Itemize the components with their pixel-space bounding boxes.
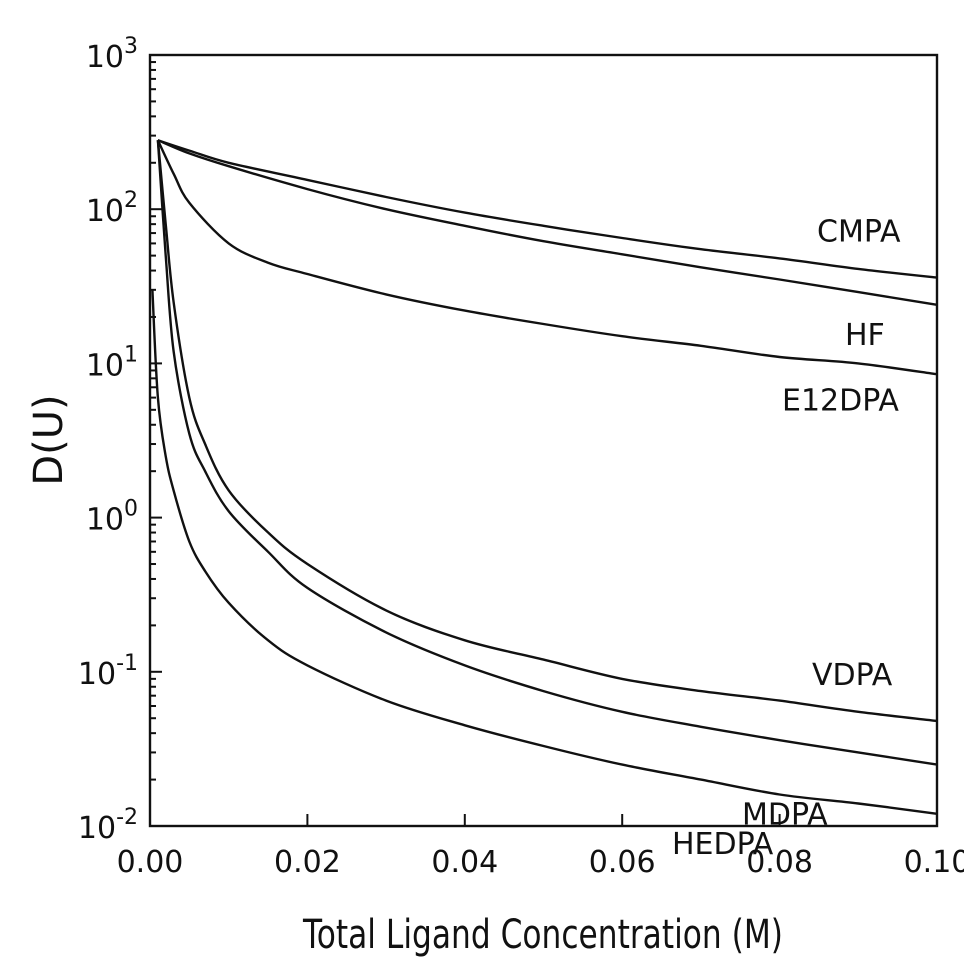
curves [151,139,938,815]
y-tick-label: 102 [86,188,138,229]
curve-label-hedpa: HEDPA [672,827,774,862]
y-tick-label: 10-2 [78,805,138,846]
curve-label-cmpa: CMPA [817,215,901,250]
y-axis-ticks: 103 102 101 100 10-1 10-2 [78,34,162,846]
y-axis-label: D(U) [26,394,72,485]
y-tick-label: 100 [86,497,138,538]
x-tick-label: 0.02 [274,845,341,880]
curve-hedpa [151,289,938,815]
x-axis-ticks: 0.00 0.02 0.04 0.06 0.08 0.10 [117,814,964,880]
y-tick-label: 101 [86,342,138,383]
x-axis-label: Total Ligand Concentration (M) [302,912,783,958]
curve-vdpa [156,140,938,723]
y-tick-label: 10-1 [78,651,138,692]
curve-label-vdpa: VDPA [812,658,893,693]
curve-e12dpa [156,139,938,376]
x-tick-label: 0.00 [117,845,184,880]
curve-mdpa [156,140,938,766]
plot-frame [148,53,939,828]
x-tick-label: 0.04 [431,845,498,880]
y-tick-label: 103 [86,34,138,75]
curve-label-e12dpa: E12DPA [782,383,899,418]
curve-cmpa [157,139,938,279]
curve-hf [157,139,938,306]
x-tick-label: 0.08 [746,845,813,880]
x-tick-label: 0.10 [904,845,964,880]
curve-label-hf: HF [845,318,885,353]
x-tick-label: 0.06 [589,845,656,880]
curve-label-mdpa: MDPA [742,798,828,833]
